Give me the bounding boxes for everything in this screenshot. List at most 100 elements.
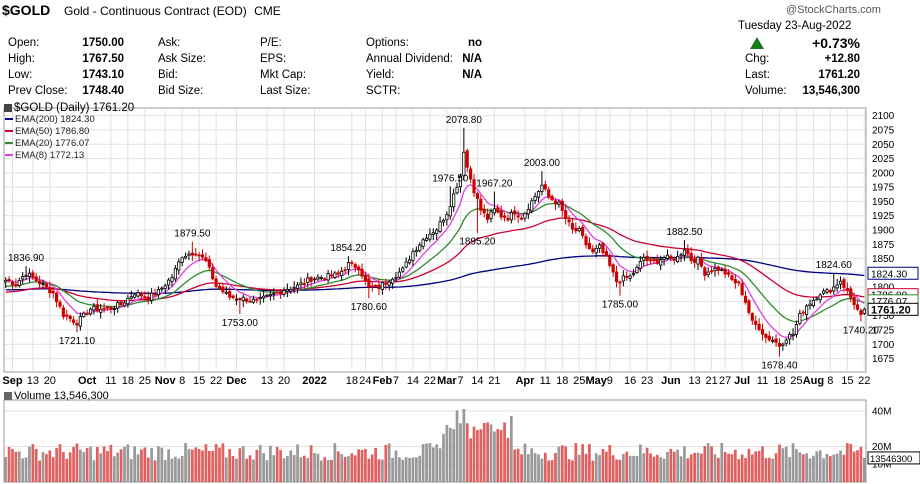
date-axis-label: 20 [278, 375, 290, 387]
candle-body [737, 281, 741, 284]
candle-body [760, 329, 765, 335]
candle-body [540, 184, 544, 192]
volume-bar [676, 449, 680, 482]
volume-bar [296, 444, 299, 482]
date-axis-label: 22 [858, 375, 870, 387]
volume-bar [431, 447, 435, 482]
candle-body [14, 284, 18, 286]
legend-item: EMA(50) 1786.80 [15, 126, 89, 137]
candle-body [88, 308, 93, 315]
volume-bar [252, 459, 255, 482]
volume-bar [733, 449, 737, 482]
volume-bar [703, 446, 707, 482]
volume-bar [642, 453, 646, 482]
volume-bar [360, 449, 364, 482]
price-axis-label: 2025 [872, 154, 895, 165]
candle-body [825, 289, 829, 293]
volume-bar [764, 458, 768, 482]
candle-body [10, 281, 15, 286]
volume-bar [245, 458, 249, 482]
candle-body [672, 258, 676, 261]
volume-bar [11, 448, 14, 482]
volume-bar [326, 459, 330, 482]
volume-bar [781, 448, 785, 482]
volume-bar [170, 458, 174, 482]
volume-bar [730, 454, 734, 482]
candle-body [414, 249, 418, 252]
tag-text: 1761.20 [871, 304, 911, 316]
high-label: High: [8, 53, 35, 65]
candle-body [204, 257, 208, 261]
volume-bar [564, 446, 568, 482]
candle-body [306, 277, 310, 283]
volume-bar [537, 454, 540, 482]
volume-bar [577, 454, 581, 482]
candle-body [703, 267, 707, 276]
candle-body [251, 298, 256, 303]
volume-bar [598, 455, 601, 482]
candle-body [574, 227, 578, 232]
candle-body [689, 253, 693, 262]
exchange-text: CME [254, 4, 281, 18]
volume-bar [7, 447, 11, 482]
volume-bar [316, 453, 320, 482]
price-chart-title: $GOLD (Daily) 1761.20 [14, 102, 134, 114]
volume-bar [621, 454, 625, 482]
volume-bar [862, 457, 866, 482]
volume-bar [367, 458, 371, 482]
candle-body [849, 288, 853, 298]
volume-bar [462, 409, 466, 482]
volume-bar [163, 460, 167, 482]
open-label: Open: [8, 37, 40, 49]
date-axis-label: 18 [556, 375, 568, 387]
candle-body [774, 338, 778, 343]
candle-body [492, 208, 496, 214]
candle-body [302, 283, 306, 285]
volume-bar [689, 454, 693, 482]
volume-bar [832, 454, 836, 482]
volume-bar [625, 451, 629, 482]
last-label: Last: [745, 69, 770, 81]
candle-body [139, 292, 144, 297]
candle-body [407, 259, 412, 264]
volume-bar [21, 458, 25, 482]
candle-body [611, 264, 615, 273]
volume-bar [808, 458, 812, 482]
volume-bar [428, 443, 432, 482]
volume-bar [672, 451, 676, 482]
price-callout: 1879.50 [174, 229, 211, 240]
date-axis-label: 11 [540, 375, 551, 387]
tag-box [867, 302, 919, 316]
candle-body [224, 291, 228, 294]
volume-bar [89, 446, 92, 482]
volume-bar [31, 444, 35, 482]
volume-bar [666, 451, 669, 482]
price-callout: 1780.60 [351, 302, 388, 313]
volume-bar [279, 450, 282, 482]
candle-body [530, 200, 534, 212]
candle-body [211, 267, 215, 280]
volume-bar [574, 443, 578, 482]
date-axis-label: 13 [261, 375, 273, 387]
volume-tag-box [867, 451, 920, 465]
volume-bar [662, 458, 666, 482]
candle-body [272, 292, 276, 295]
candle-body [452, 193, 456, 208]
candle-body [543, 184, 547, 190]
candle-body [418, 244, 422, 252]
candle-body [659, 259, 663, 266]
volume-bar [99, 453, 103, 482]
candle-body [78, 316, 82, 327]
candle-body [720, 269, 724, 271]
volume-bar [438, 448, 442, 482]
candle-body [377, 284, 381, 290]
candle-body [777, 343, 782, 347]
date-axis-label: 18 [122, 375, 134, 387]
candle-body [682, 249, 687, 256]
candle-body [387, 281, 391, 286]
volume-bar [377, 459, 381, 482]
candle-body [129, 296, 133, 299]
candle-body [462, 151, 466, 177]
volume-bar [387, 443, 391, 482]
volume-bar [472, 426, 476, 482]
